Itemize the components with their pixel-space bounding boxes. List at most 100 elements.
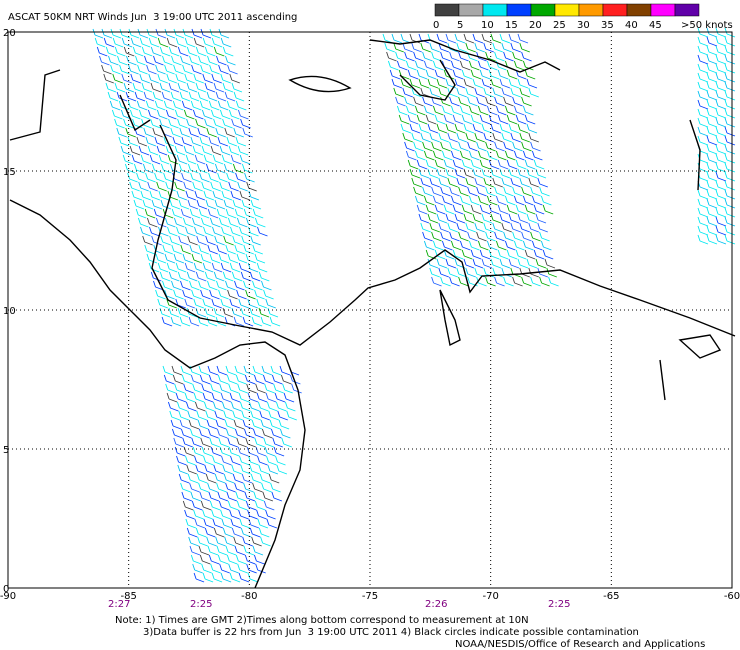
wind-barb xyxy=(232,410,243,421)
wind-barb xyxy=(202,392,214,403)
wind-barb xyxy=(724,45,736,56)
wind-barb xyxy=(519,222,530,233)
wind-barb xyxy=(463,168,475,179)
wind-barb xyxy=(118,136,130,147)
wind-barb xyxy=(706,135,718,146)
wind-barb xyxy=(226,374,238,385)
wind-barb xyxy=(105,46,117,57)
wind-barb xyxy=(404,141,415,152)
wind-barb xyxy=(230,455,241,466)
wind-barb xyxy=(472,33,484,44)
wind-barb xyxy=(229,509,240,520)
wind-barb xyxy=(207,428,219,439)
wind-barb xyxy=(398,69,410,80)
wind-barb xyxy=(184,73,195,84)
wind-barb xyxy=(438,267,449,278)
wind-barb xyxy=(133,163,145,174)
wind-barb xyxy=(207,244,218,255)
wind-barb xyxy=(225,208,237,219)
wind-barb xyxy=(468,60,480,71)
wind-barb xyxy=(219,446,231,457)
wind-barb xyxy=(196,473,208,484)
wind-barb xyxy=(724,126,736,137)
wind-barb xyxy=(261,365,273,376)
wind-barb xyxy=(130,37,142,48)
wind-barb xyxy=(485,276,496,287)
wind-barb xyxy=(175,37,187,48)
wind-barb xyxy=(225,280,236,291)
wind-barb xyxy=(155,64,166,75)
wind-barb xyxy=(233,127,244,138)
wind-barb xyxy=(436,168,448,179)
wind-barb xyxy=(170,127,181,138)
wind-barb xyxy=(418,213,430,224)
wind-barb xyxy=(510,222,521,233)
wind-barb xyxy=(218,217,230,228)
wind-barb xyxy=(492,177,503,188)
wind-barb xyxy=(223,235,234,246)
wind-barb xyxy=(251,419,263,430)
wind-barb xyxy=(258,527,270,538)
wind-barb xyxy=(450,195,462,206)
wind-barb xyxy=(177,82,189,93)
wind-barb xyxy=(228,383,239,394)
wind-barb xyxy=(697,27,709,38)
wind-barb xyxy=(506,204,518,215)
wind-barb xyxy=(116,127,127,138)
wind-barb xyxy=(206,127,217,138)
wind-barb xyxy=(99,55,110,66)
wind-barb xyxy=(418,123,430,134)
wind-barb xyxy=(459,150,471,161)
wind-barb xyxy=(254,437,265,448)
wind-barb xyxy=(416,114,428,125)
wind-barb xyxy=(196,235,207,246)
wind-barb xyxy=(431,141,442,152)
wind-barb xyxy=(147,181,158,192)
wind-barb xyxy=(477,105,489,116)
wind-barb xyxy=(254,500,266,511)
wind-barb xyxy=(177,271,189,282)
wind-barb xyxy=(213,464,224,475)
wind-barb xyxy=(228,181,239,192)
wind-barb xyxy=(243,365,255,376)
wind-barb xyxy=(176,226,187,237)
wind-barb xyxy=(121,37,133,48)
wind-barb xyxy=(132,82,144,93)
lon-label: -80 xyxy=(241,591,257,602)
wind-barb xyxy=(252,280,263,291)
wind-barb xyxy=(283,392,295,403)
wind-barb xyxy=(154,172,165,183)
wind-barb xyxy=(548,276,559,287)
wind-barb xyxy=(217,172,228,183)
wind-barb xyxy=(237,181,248,192)
wind-barb xyxy=(157,298,168,309)
wind-barb xyxy=(146,253,158,264)
wind-barb xyxy=(165,145,177,156)
wind-barb xyxy=(724,108,736,119)
wind-barb xyxy=(706,144,718,155)
wind-barb xyxy=(161,316,173,327)
wind-barb xyxy=(187,199,199,210)
wind-barb xyxy=(116,91,128,102)
wind-barb xyxy=(217,374,229,385)
wind-barb xyxy=(249,527,261,538)
wind-barb xyxy=(233,316,245,327)
wind-barb xyxy=(272,437,283,448)
wind-barb xyxy=(167,401,179,412)
wind-barb xyxy=(697,180,709,191)
wind-barb xyxy=(194,455,205,466)
wind-barb xyxy=(204,118,215,129)
wind-barb xyxy=(244,554,256,565)
wind-barb xyxy=(697,207,709,218)
wind-barb xyxy=(706,198,718,209)
wind-barb xyxy=(540,195,552,206)
wind-barb xyxy=(190,491,202,502)
wind-barb xyxy=(697,117,709,128)
wind-barb xyxy=(510,177,521,188)
wind-barb xyxy=(171,428,183,439)
wind-barb xyxy=(201,446,213,457)
wind-barb xyxy=(503,96,514,107)
wind-barb xyxy=(524,69,536,80)
wind-barb xyxy=(447,132,458,143)
wind-barb xyxy=(242,419,254,430)
